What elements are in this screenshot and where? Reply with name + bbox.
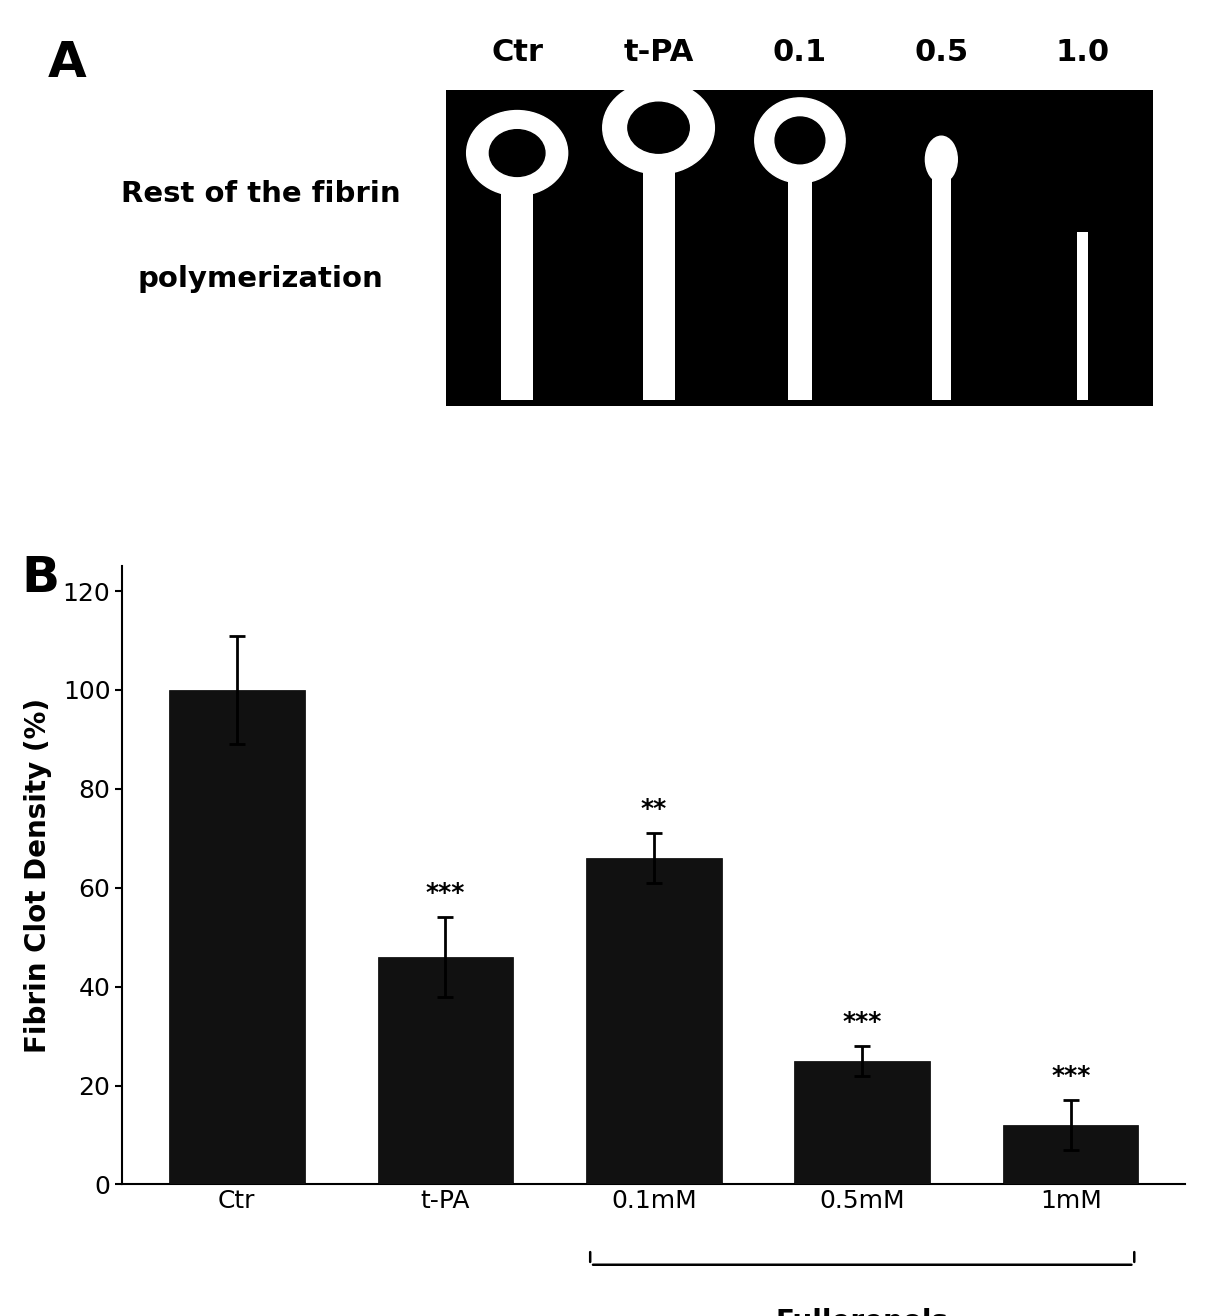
Text: polymerization: polymerization [138, 265, 384, 293]
Text: **: ** [640, 797, 667, 821]
Bar [501, 179, 533, 400]
Ellipse shape [628, 103, 689, 153]
Text: t-PA: t-PA [623, 38, 694, 67]
Bar [169, 690, 304, 1184]
Bar [1078, 232, 1088, 400]
Bar [866, 89, 875, 407]
Bar [584, 89, 593, 407]
Bar [788, 166, 811, 400]
Bar [446, 89, 1154, 407]
Text: Fullerenols: Fullerenols [776, 1308, 948, 1316]
Bar [643, 155, 675, 400]
Bar [725, 89, 733, 407]
Text: 1.0: 1.0 [1056, 38, 1110, 67]
Text: 0.1: 0.1 [772, 38, 827, 67]
Text: 0.5: 0.5 [914, 38, 968, 67]
Text: ***: *** [1051, 1063, 1090, 1088]
Ellipse shape [925, 136, 957, 183]
Ellipse shape [467, 111, 568, 196]
Text: Ctr: Ctr [491, 38, 543, 67]
Text: A: A [48, 39, 87, 87]
Ellipse shape [755, 97, 846, 183]
Y-axis label: Fibrin Clot Density (%): Fibrin Clot Density (%) [23, 697, 51, 1053]
Text: B: B [21, 554, 60, 601]
Text: ***: *** [842, 1009, 882, 1033]
Bar [587, 858, 721, 1184]
Bar [378, 957, 513, 1184]
Bar [794, 1061, 930, 1184]
Ellipse shape [602, 82, 715, 174]
Bar [1008, 89, 1017, 407]
Bar [1003, 1125, 1139, 1184]
Text: ***: *** [425, 880, 466, 905]
Ellipse shape [489, 130, 545, 176]
Bar [932, 179, 951, 400]
Ellipse shape [775, 117, 825, 163]
Text: Rest of the fibrin: Rest of the fibrin [121, 180, 401, 208]
